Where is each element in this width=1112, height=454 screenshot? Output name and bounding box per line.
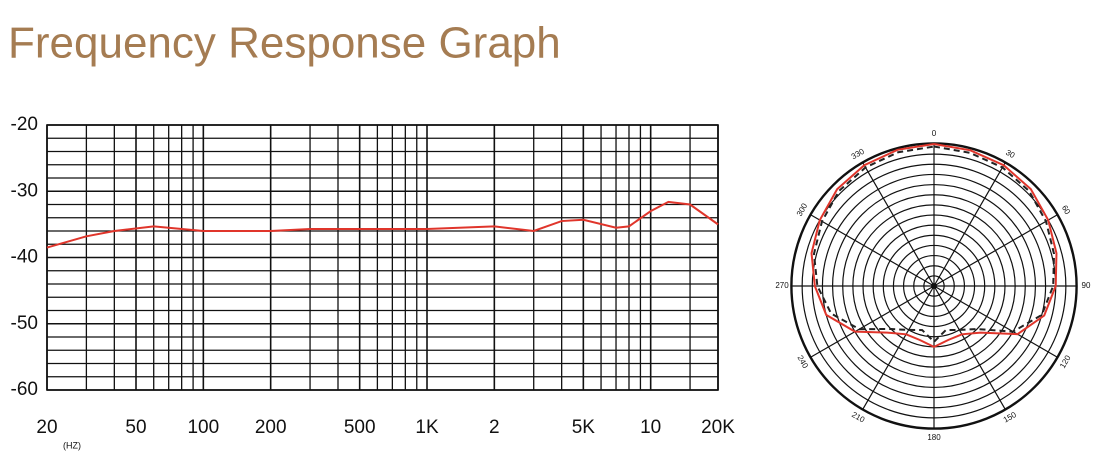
angle-label: 150 bbox=[1002, 410, 1019, 425]
y-tick-label: -60 bbox=[11, 379, 38, 400]
polar-spoke bbox=[810, 285, 935, 358]
x-tick-label: 20 bbox=[36, 417, 57, 438]
y-tick-label: -20 bbox=[11, 114, 38, 135]
polar-spoke bbox=[933, 285, 1058, 358]
x-tick-label: 5K bbox=[572, 417, 596, 438]
x-tick-label: 500 bbox=[344, 417, 376, 438]
y-tick-label: -40 bbox=[11, 247, 38, 268]
polar-spoke bbox=[933, 214, 1058, 287]
plot-frame bbox=[46, 124, 719, 391]
angle-label: 210 bbox=[850, 410, 867, 425]
polar-spoke bbox=[810, 214, 935, 287]
polar-center bbox=[931, 283, 937, 289]
polar-spoke bbox=[862, 162, 935, 287]
angle-label: 180 bbox=[927, 433, 941, 442]
x-axis-label: (HZ) bbox=[63, 440, 81, 450]
polar-spoke bbox=[933, 162, 1006, 287]
x-tick-label: 200 bbox=[255, 417, 287, 438]
x-tick-label: 100 bbox=[187, 417, 219, 438]
polar-pattern bbox=[812, 145, 1056, 344]
y-tick-label: -50 bbox=[11, 313, 38, 334]
angle-label: 240 bbox=[795, 354, 810, 371]
x-tick-label: 20K bbox=[701, 417, 735, 438]
angle-label: 60 bbox=[1060, 204, 1073, 217]
x-tick-label: 1K bbox=[415, 417, 439, 438]
response-line bbox=[46, 200, 719, 249]
chart-title: Frequency Response Graph bbox=[8, 19, 561, 68]
angle-label: 270 bbox=[775, 281, 789, 290]
x-tick-label: 10 bbox=[640, 417, 661, 438]
y-tick-label: -30 bbox=[11, 180, 38, 201]
angle-label: 90 bbox=[1082, 281, 1091, 290]
polar-pattern bbox=[810, 143, 1058, 348]
polar-spoke bbox=[862, 285, 935, 410]
x-tick-label: 50 bbox=[125, 417, 146, 438]
polar-spoke bbox=[933, 285, 1006, 410]
angle-label: 300 bbox=[795, 201, 810, 218]
angle-label: 120 bbox=[1058, 353, 1073, 370]
polar-outer bbox=[790, 142, 1078, 430]
angle-label: 330 bbox=[850, 147, 867, 162]
angle-label: 0 bbox=[932, 129, 937, 138]
x-tick-label: 2 bbox=[489, 417, 500, 438]
angle-label: 30 bbox=[1004, 148, 1017, 161]
